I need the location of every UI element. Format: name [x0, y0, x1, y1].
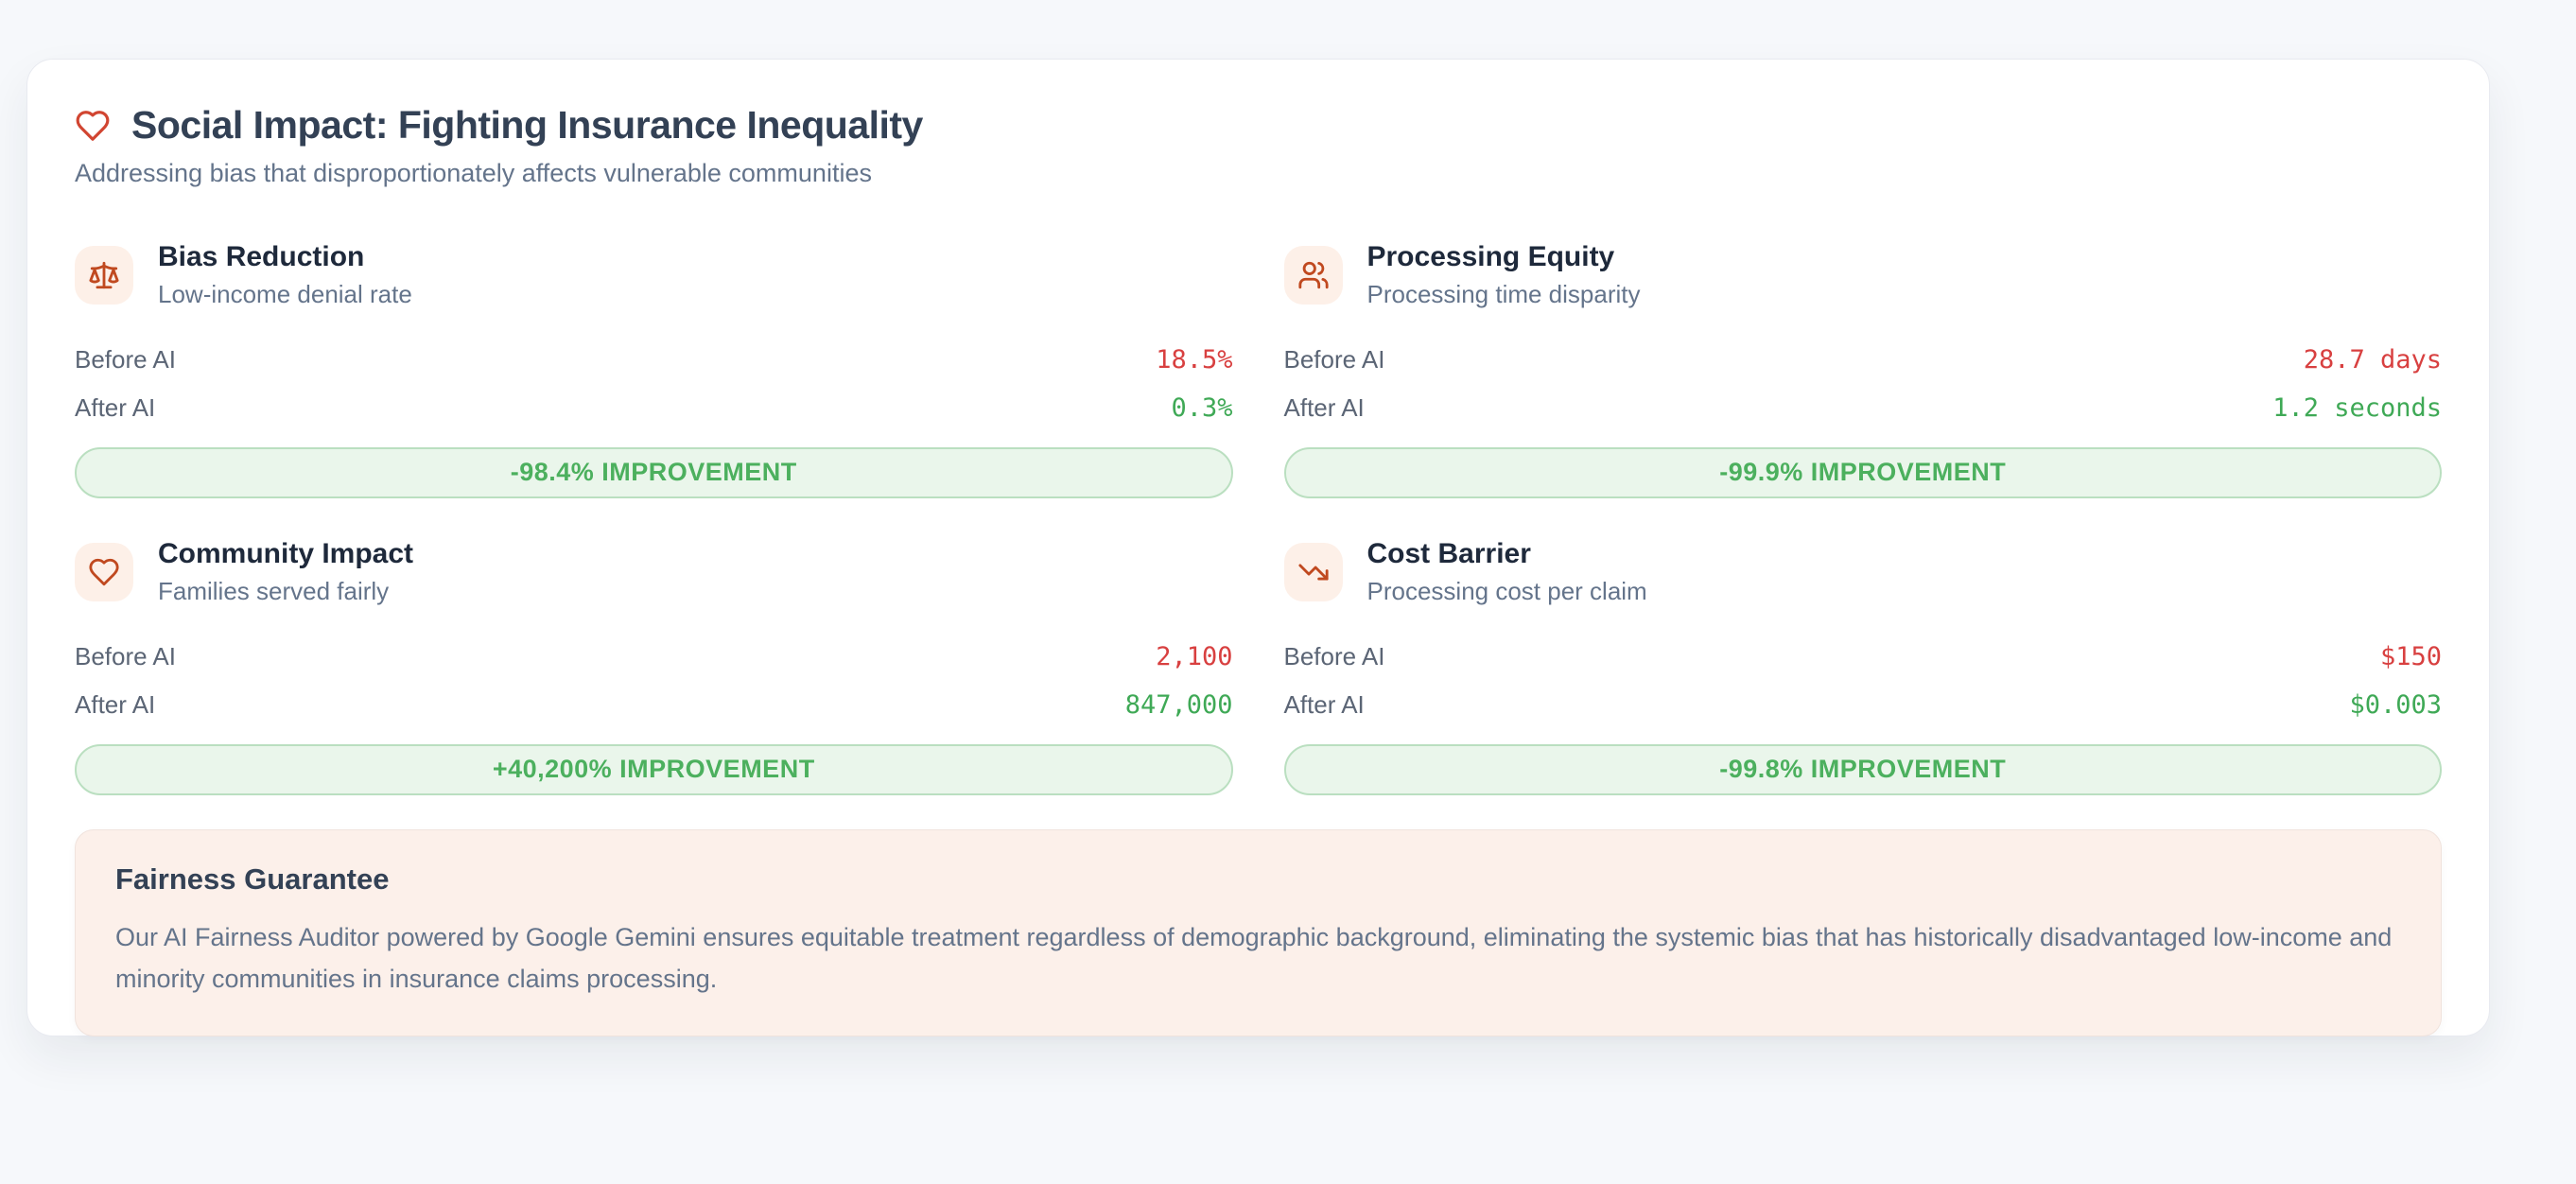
- metric-subtitle: Processing time disparity: [1366, 280, 1641, 308]
- social-impact-panel: Social Impact: Fighting Insurance Inequa…: [26, 59, 2490, 1037]
- metric-title: Community Impact: [158, 538, 414, 569]
- before-ai-label: Before AI: [75, 642, 176, 670]
- panel-header: Social Impact: Fighting Insurance Inequa…: [75, 103, 2442, 148]
- metric-card-cost-barrier: Cost Barrier Processing cost per claim B…: [1283, 538, 2443, 795]
- improvement-badge: -99.8% IMPROVEMENT: [1283, 744, 2442, 795]
- metric-heading-text: Cost Barrier Processing cost per claim: [1367, 538, 1647, 606]
- before-ai-row: Before AI 28.7 days: [1284, 336, 2443, 384]
- metric-header: Bias Reduction Low-income denial rate: [75, 241, 1233, 309]
- after-ai-label: After AI: [75, 690, 156, 719]
- metric-heading-text: Bias Reduction Low-income denial rate: [158, 241, 412, 309]
- after-ai-label: After AI: [1283, 393, 1365, 422]
- after-ai-label: After AI: [1283, 690, 1365, 719]
- after-ai-label: After AI: [75, 393, 156, 422]
- after-ai-row: After AI $0.003: [1284, 681, 2443, 729]
- metric-card-community-impact: Community Impact Families served fairly …: [75, 538, 1233, 795]
- after-ai-row: After AI 0.3%: [75, 384, 1233, 432]
- metric-card-processing-equity: Processing Equity Processing time dispar…: [1283, 241, 2443, 498]
- before-ai-value: 2,100: [1156, 642, 1233, 671]
- metric-title: Bias Reduction: [158, 241, 365, 272]
- fairness-body: Our AI Fairness Auditor powered by Googl…: [115, 923, 2393, 993]
- improvement-badge: -98.4% IMPROVEMENT: [75, 447, 1233, 498]
- after-ai-value: 0.3%: [1171, 393, 1233, 423]
- metric-title: Cost Barrier: [1366, 538, 1531, 569]
- before-ai-label: Before AI: [75, 345, 176, 374]
- after-ai-value: 1.2 seconds: [2272, 393, 2442, 423]
- fairness-guarantee-box: Fairness Guarantee Our AI Fairness Audit…: [75, 829, 2442, 1037]
- metric-heading-text: Processing Equity Processing time dispar…: [1367, 241, 1641, 309]
- metrics-grid: Bias Reduction Low-income denial rate Be…: [75, 241, 2442, 795]
- heart-icon: [75, 543, 133, 601]
- trending-down-icon: [1283, 543, 1343, 601]
- page-title: Social Impact: Fighting Insurance Inequa…: [131, 103, 923, 147]
- before-ai-value: $150: [2379, 642, 2442, 671]
- improvement-badge: -99.9% IMPROVEMENT: [1283, 447, 2442, 498]
- before-ai-row: Before AI $150: [1284, 633, 2443, 681]
- metric-subtitle: Low-income denial rate: [158, 280, 412, 308]
- users-icon: [1283, 246, 1343, 305]
- metric-subtitle: Families served fairly: [158, 577, 390, 605]
- improvement-badge: +40,200% IMPROVEMENT: [75, 744, 1233, 795]
- after-ai-value: $0.003: [2349, 690, 2442, 720]
- metric-card-bias-reduction: Bias Reduction Low-income denial rate Be…: [75, 241, 1233, 498]
- before-ai-label: Before AI: [1283, 345, 1385, 374]
- after-ai-value: 847,000: [1124, 690, 1233, 720]
- metric-subtitle: Processing cost per claim: [1366, 577, 1647, 605]
- heart-icon: [76, 110, 110, 141]
- after-ai-row: After AI 847,000: [75, 681, 1233, 729]
- metric-header: Community Impact Families served fairly: [75, 538, 1233, 606]
- after-ai-row: After AI 1.2 seconds: [1284, 384, 2443, 432]
- fairness-title: Fairness Guarantee: [115, 862, 390, 896]
- scales-icon: [75, 246, 133, 305]
- before-ai-label: Before AI: [1283, 642, 1385, 670]
- metric-header: Cost Barrier Processing cost per claim: [1283, 538, 2443, 606]
- metric-heading-text: Community Impact Families served fairly: [158, 538, 413, 606]
- metric-header: Processing Equity Processing time dispar…: [1283, 241, 2443, 309]
- page-subtitle: Addressing bias that disproportionately …: [75, 159, 872, 187]
- before-ai-value: 28.7 days: [2303, 345, 2442, 374]
- before-ai-row: Before AI 2,100: [75, 633, 1233, 681]
- metric-title: Processing Equity: [1366, 241, 1615, 272]
- before-ai-row: Before AI 18.5%: [75, 336, 1233, 384]
- before-ai-value: 18.5%: [1156, 345, 1233, 374]
